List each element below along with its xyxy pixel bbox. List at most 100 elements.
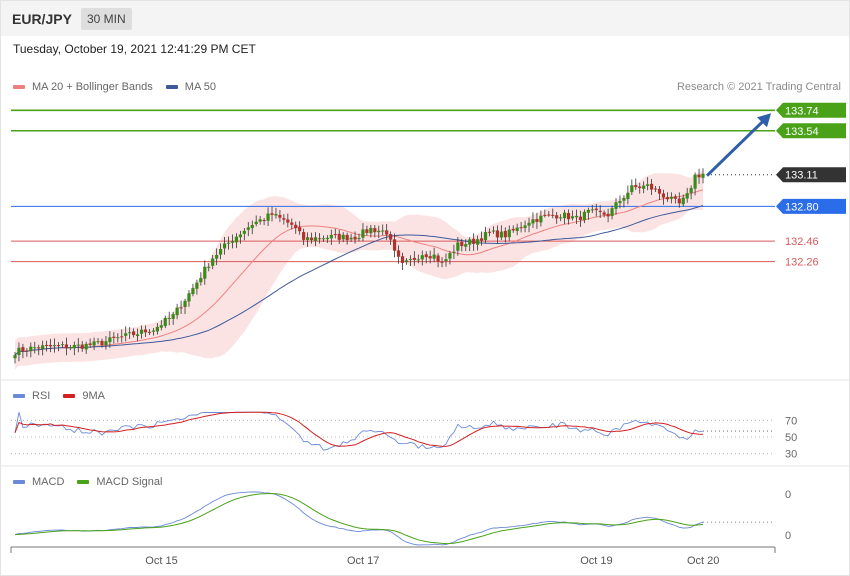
candle (52, 338, 57, 353)
candle (96, 337, 100, 345)
candle-body (551, 214, 555, 216)
macd-tick-label: 0 (785, 530, 791, 542)
candle-body (404, 260, 409, 263)
candle (286, 213, 290, 228)
legend-swatch-ma50 (165, 85, 178, 89)
candle (345, 232, 349, 245)
candle (246, 221, 250, 237)
level-label-133-11: 133.11 (785, 170, 818, 182)
candle-body (298, 227, 302, 232)
candle-body (511, 228, 515, 231)
level-tag-133-74: 133.74 (776, 102, 846, 118)
candle-body (29, 346, 33, 352)
candle-body (242, 230, 246, 234)
candle (147, 329, 152, 335)
legend-label-rsi: RSI (32, 390, 51, 402)
candle (64, 337, 69, 356)
candle (84, 341, 88, 354)
candle-body (286, 219, 290, 223)
candle (124, 326, 128, 342)
candle-body (400, 256, 405, 263)
candle (669, 192, 673, 204)
candle (464, 239, 468, 252)
candle-body (499, 231, 503, 238)
macd-tick-label: 0 (785, 489, 791, 501)
candle-body (681, 197, 685, 205)
candle (606, 208, 610, 223)
candle-body (570, 216, 575, 219)
legend-label-macd: MACD (32, 476, 65, 488)
candle (325, 235, 329, 243)
candle-body (412, 257, 416, 260)
candle (476, 235, 480, 251)
candle (302, 228, 306, 246)
candle-body (606, 213, 610, 217)
x-tick-label: Oct 20 (687, 555, 719, 567)
candle-body (48, 344, 53, 347)
candle-body (333, 234, 337, 236)
candle (503, 227, 507, 243)
candle-body (373, 228, 377, 233)
candle (602, 210, 606, 218)
candle (420, 250, 424, 266)
legend-label-ma20: MA 20 + Bollinger Bands (32, 81, 153, 93)
candle-body (151, 330, 155, 332)
candle-body (171, 314, 175, 319)
candle-body (618, 200, 622, 204)
candle-body (329, 234, 333, 239)
candle-body (124, 333, 128, 336)
legend-swatch-macd-signal (77, 480, 90, 484)
candle-body (626, 192, 630, 200)
forecast-arrow-head (757, 113, 771, 128)
legend-item-rsi: RSI (13, 390, 50, 402)
legend-swatch-ma20 (13, 85, 25, 89)
candle-body (381, 230, 385, 232)
candle-body (701, 173, 705, 178)
candle-body (649, 183, 654, 190)
candle (76, 338, 80, 353)
candle-body (559, 217, 563, 219)
candle-body (317, 238, 322, 240)
candle (677, 192, 681, 208)
candle-body (479, 238, 484, 241)
candle-body (432, 254, 436, 259)
candle-body (476, 239, 480, 245)
candle-body (377, 230, 381, 233)
candle-body (45, 344, 49, 346)
candle-body (452, 251, 456, 253)
candle (574, 209, 579, 225)
candle (167, 311, 171, 326)
level-label-133-54: 133.54 (785, 126, 819, 138)
candle-body (440, 261, 444, 263)
candle (215, 248, 219, 266)
candle-body (325, 237, 329, 240)
candle (41, 340, 45, 356)
candle-body (337, 233, 341, 240)
candle (321, 235, 326, 242)
candle (234, 233, 239, 249)
candle (72, 341, 76, 356)
candle-body (468, 239, 472, 245)
rsi-tick-label: 50 (785, 432, 797, 444)
candle (507, 225, 511, 241)
x-tick-label: Oct 15 (145, 555, 177, 567)
candle-body (88, 343, 92, 346)
candle (424, 251, 428, 264)
candle (614, 198, 618, 215)
timeframe-button[interactable]: 30 MIN (81, 8, 132, 30)
candle-body (495, 230, 499, 238)
candle-body (274, 214, 278, 216)
candle-body (523, 225, 527, 228)
candle (531, 212, 535, 228)
candle (191, 283, 195, 297)
ma50-line (14, 205, 704, 356)
candle-body (586, 209, 590, 213)
candle (547, 211, 551, 217)
candle-body (503, 230, 507, 238)
candle-body (270, 213, 274, 215)
bollinger-bands (15, 169, 703, 370)
candle (618, 195, 622, 209)
candle-body (527, 222, 531, 226)
candle (211, 254, 215, 270)
